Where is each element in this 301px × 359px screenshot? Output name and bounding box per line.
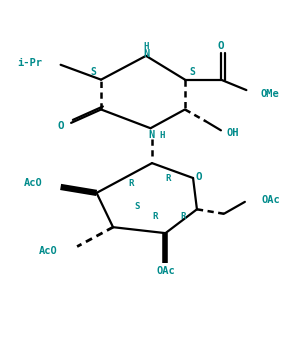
Text: R: R — [128, 180, 134, 188]
Text: N: N — [149, 130, 155, 140]
Text: O: O — [196, 172, 202, 182]
Text: AcO: AcO — [24, 178, 43, 188]
Text: OH: OH — [227, 128, 239, 138]
Text: H: H — [143, 42, 149, 51]
Text: S: S — [190, 67, 195, 76]
Text: S: S — [91, 67, 97, 76]
Text: S: S — [134, 202, 140, 211]
Text: O: O — [57, 121, 64, 131]
Text: OAc: OAc — [156, 266, 175, 276]
Text: OAc: OAc — [262, 195, 281, 205]
Text: O: O — [218, 41, 224, 51]
Text: R: R — [181, 212, 186, 221]
Text: H: H — [159, 131, 165, 140]
Text: R: R — [166, 173, 171, 182]
Text: i-Pr: i-Pr — [18, 58, 43, 68]
Text: N: N — [143, 49, 149, 59]
Text: R: R — [152, 212, 158, 221]
Text: OMe: OMe — [261, 89, 280, 99]
Text: AcO: AcO — [39, 246, 57, 256]
